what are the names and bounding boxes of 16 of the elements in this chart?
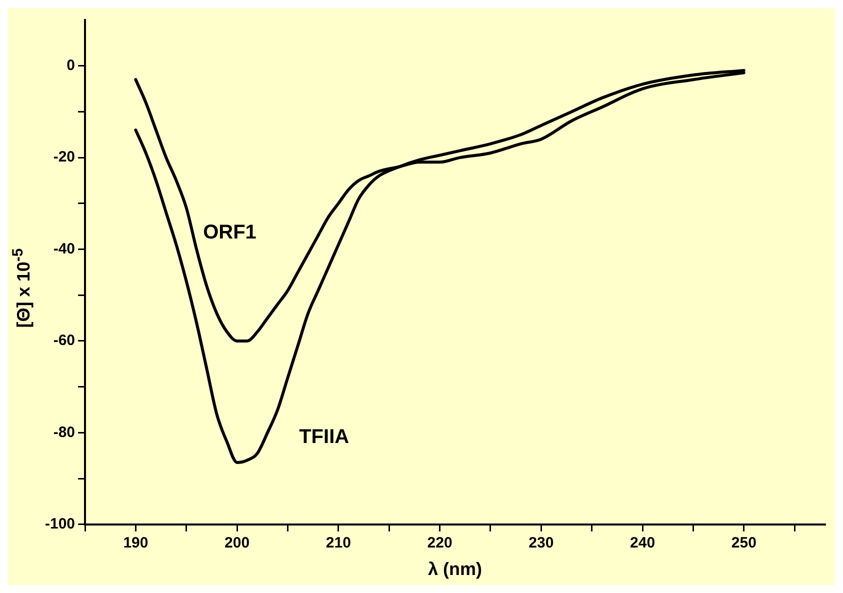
y-tick-label: -40 bbox=[53, 240, 76, 258]
x-tick-label: 190 bbox=[123, 534, 148, 552]
series-label: TFIIA bbox=[299, 426, 350, 448]
y-tick-label: 0 bbox=[66, 56, 76, 74]
y-tick-label: -100 bbox=[44, 516, 76, 533]
x-tick-label: 210 bbox=[326, 534, 351, 552]
series-label: ORF1 bbox=[203, 221, 256, 244]
y-tick-label: -80 bbox=[53, 424, 76, 441]
y-tick-label: -60 bbox=[53, 332, 76, 350]
x-tick-label: 220 bbox=[427, 534, 452, 552]
x-tick-label: 200 bbox=[224, 534, 250, 552]
x-tick-label: 240 bbox=[630, 534, 656, 552]
x-axis-title: λ (nm) bbox=[428, 559, 482, 580]
y-tick-label: -20 bbox=[53, 148, 76, 166]
x-tick-label: 230 bbox=[528, 534, 554, 552]
x-tick-label: 250 bbox=[731, 534, 756, 552]
